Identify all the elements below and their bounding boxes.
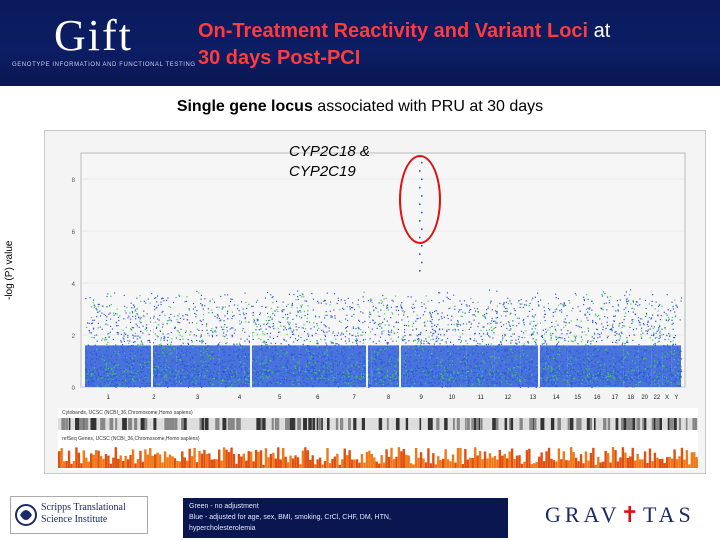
subtitle-bold: Single gene locus — [176, 98, 313, 115]
peak-point — [419, 270, 421, 272]
gravitas-logo: GRAV✝TAS — [545, 502, 695, 528]
header-band: Gift GENOTYPE INFORMATION AND FUNCTIONAL… — [0, 0, 720, 86]
legend-blue: Blue - adjusted for age, sex, BMI, smoki… — [189, 514, 391, 521]
chromosome-label: X — [665, 395, 669, 401]
scripps-logo: Scripps Translational Science Institute — [10, 496, 148, 534]
slide-title: On-Treatment Reactivity and Variant Loci… — [198, 18, 708, 72]
gift-logo: Gift — [54, 11, 133, 60]
snp-points — [85, 289, 683, 389]
y-tick-label: 0 — [72, 386, 76, 392]
chromosome-label: Y — [674, 395, 678, 401]
y-tick-label: 2 — [72, 334, 76, 340]
chromosome-label: 16 — [594, 395, 601, 401]
track-label-refseq: refSeq Genes, UCSC (NCBI_36,Chromosome,H… — [62, 436, 200, 442]
chromosome-label: 6 — [316, 395, 320, 401]
chromosome-label: 11 — [478, 395, 485, 401]
peak-point — [421, 261, 423, 264]
gene-label-line1: CYP2C18 & — [289, 143, 370, 160]
y-tick-label: 6 — [72, 230, 76, 236]
chromosome-label: 1 — [107, 395, 111, 401]
chromosome-label: 13 — [530, 395, 537, 401]
highlight-circle — [399, 155, 441, 244]
genome-tracks — [58, 408, 698, 470]
y-axis-label: -log (P) value — [4, 240, 15, 300]
chromosome-label: 9 — [420, 395, 424, 401]
title-at: at — [588, 20, 611, 42]
slide-subtitle: Single gene locus associated with PRU at… — [0, 98, 720, 116]
chromosome-label: 7 — [352, 395, 356, 401]
y-tick-label: 4 — [72, 282, 76, 288]
chromosome-label: 20 — [641, 395, 648, 401]
subtitle-rest: associated with PRU at 30 days — [312, 98, 544, 115]
color-legend: Green - no adjustment Blue - adjusted fo… — [183, 498, 508, 538]
gift-logo-tagline: GENOTYPE INFORMATION AND FUNCTIONAL TEST… — [12, 62, 196, 68]
scripps-name-line2: Science Institute — [41, 514, 108, 525]
chromosome-label: 18 — [627, 395, 634, 401]
peak-point — [419, 253, 421, 255]
peak-point — [421, 245, 423, 247]
chromosome-label: 22 — [653, 395, 660, 401]
legend-blue-cont: hypercholesterolemia — [189, 525, 256, 532]
gravitas-part1: GRAV — [545, 502, 621, 527]
chromosome-label: 8 — [387, 395, 391, 401]
scripps-name-line1: Scripps Translational — [41, 502, 126, 513]
y-tick-label: 8 — [72, 178, 76, 184]
title-main: On-Treatment Reactivity and Variant Loci — [198, 20, 589, 42]
track-graphics — [58, 418, 698, 468]
gene-label-line2: CYP2C19 — [289, 163, 356, 180]
chromosome-label: 14 — [553, 395, 560, 401]
chromosome-label: 2 — [152, 395, 156, 401]
gene-annotation: CYP2C18 & CYP2C19 — [289, 142, 370, 182]
scripps-emblem-icon — [15, 504, 37, 526]
chromosome-label: 15 — [574, 395, 581, 401]
chromosome-label: 10 — [449, 395, 456, 401]
chromosome-label: 12 — [504, 395, 511, 401]
manhattan-plot-frame: 0 2 4 6 8 1 2 3 4 5 6 7 8 9 10 11 12 13 14 15 16 17 18 20 22 X Y — [44, 130, 706, 474]
gravitas-cross-icon: ✝ — [620, 502, 643, 527]
track-label-cytobands: Cytobands, UCSC (NCBI_36,Chromosome,Homo… — [62, 410, 193, 416]
legend-green: Green - no adjustment — [189, 503, 259, 510]
chromosome-label: 4 — [238, 395, 242, 401]
chromosome-label: 5 — [278, 395, 282, 401]
title-line2: 30 days Post-PCI — [198, 47, 361, 69]
gravitas-part2: TAS — [642, 502, 695, 527]
chromosome-label: 3 — [196, 395, 200, 401]
chromosome-label: 17 — [612, 395, 619, 401]
